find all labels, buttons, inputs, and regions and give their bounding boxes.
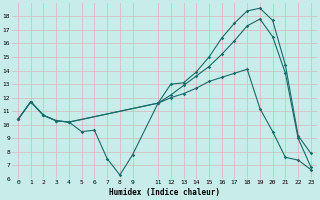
X-axis label: Humidex (Indice chaleur): Humidex (Indice chaleur) [109,188,220,197]
